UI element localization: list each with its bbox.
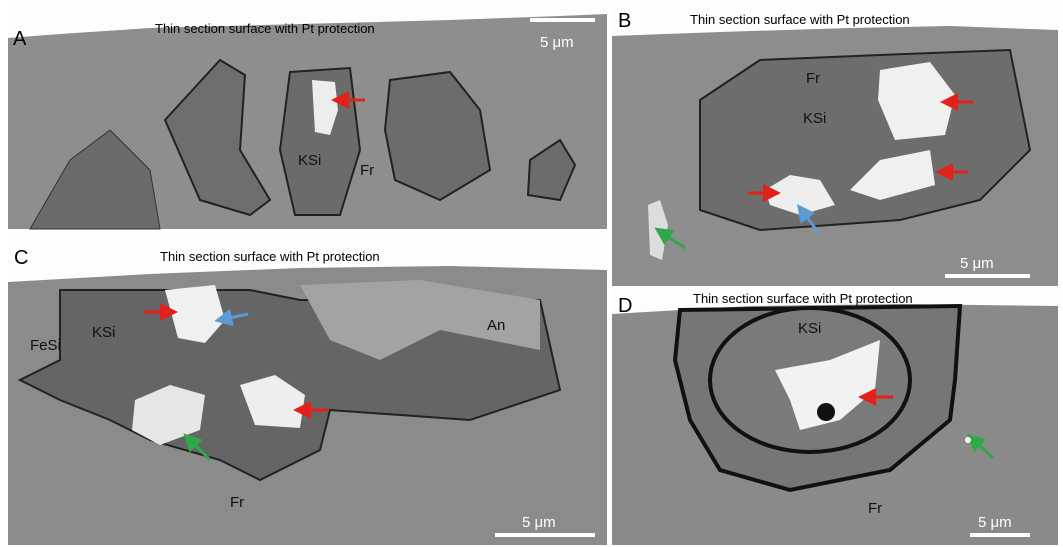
panel-b: B Thin section surface with Pt protectio… [612, 6, 1058, 286]
phase-label: KSi [798, 320, 821, 337]
phase-label: KSi [298, 152, 321, 169]
panel-letter: A [13, 28, 27, 50]
panel-letter: B [618, 10, 631, 32]
bright-phase [965, 437, 971, 443]
panel-a: A Thin section surface with Pt protectio… [8, 6, 607, 229]
phase-label: KSi [803, 110, 826, 127]
void [817, 403, 835, 421]
scale-label: 5 μm [960, 255, 994, 272]
panel-letter: D [618, 295, 632, 317]
scale-label: 5 μm [522, 514, 556, 531]
panel-d: D Thin section surface with Pt protectio… [612, 290, 1058, 545]
figure: A Thin section surface with Pt protectio… [0, 0, 1063, 547]
panel-letter: C [14, 247, 28, 269]
panel-c: C Thin section surface with Pt protectio… [8, 233, 607, 545]
phase-label: An [487, 317, 505, 334]
caption: Thin section surface with Pt protection [690, 12, 910, 27]
phase-label: Fr [360, 162, 374, 179]
scale-label: 5 μm [978, 514, 1012, 531]
scale-label: 5 μm [540, 34, 574, 51]
phase-label: KSi [92, 324, 115, 341]
phase-label: FeSi [30, 337, 61, 354]
caption: Thin section surface with Pt protection [155, 21, 375, 36]
caption: Thin section surface with Pt protection [160, 249, 380, 264]
caption: Thin section surface with Pt protection [693, 291, 913, 306]
phase-label: Fr [868, 500, 882, 517]
phase-label: Fr [806, 70, 820, 87]
phase-label: Fr [230, 494, 244, 511]
